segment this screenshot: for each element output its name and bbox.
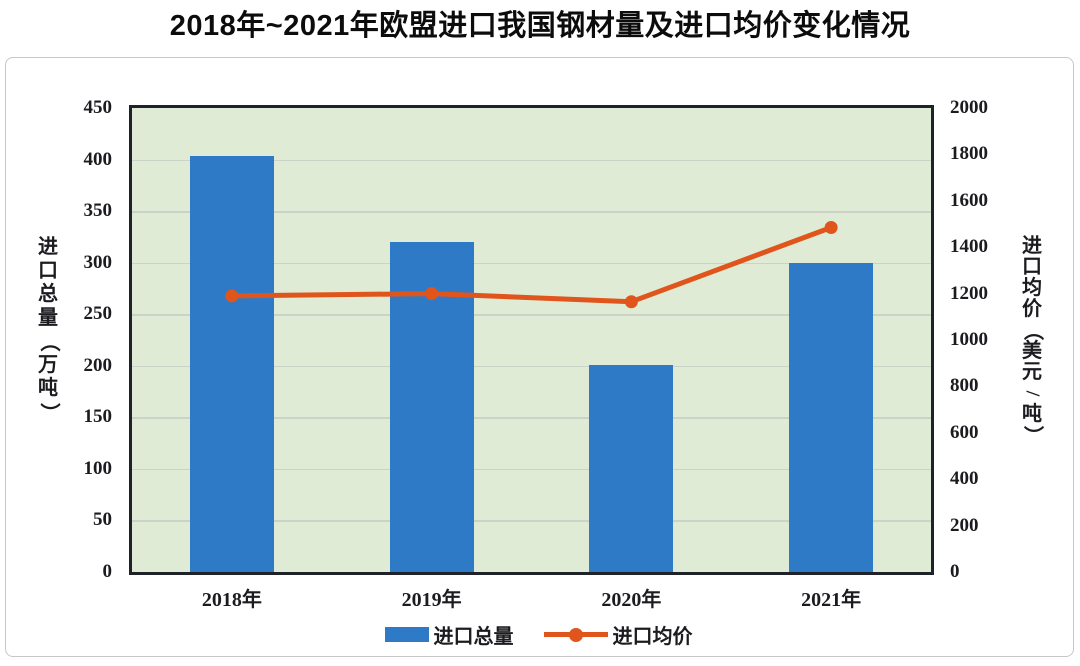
right-tick-1600: 1600 (950, 189, 988, 211)
right-tick-1800: 1800 (950, 143, 988, 165)
chart-title: 2018年~2021年欧盟进口我国钢材量及进口均价变化情况 (169, 10, 911, 42)
y-axis-title-left: 进口总量（万吨） (37, 236, 60, 423)
x-label-2019年: 2019年 (401, 589, 462, 611)
bar-2020年 (589, 364, 674, 572)
bar-2019年 (389, 242, 474, 572)
left-tick-350: 350 (83, 200, 113, 222)
gridline (132, 417, 931, 419)
left-tick-400: 400 (83, 148, 113, 170)
price-marker-icon (568, 627, 583, 642)
price-point-2020年 (624, 295, 638, 309)
gridline (132, 211, 931, 213)
right-tick-2000: 2000 (950, 97, 988, 118)
right-tick-1400: 1400 (950, 236, 988, 258)
gridline (132, 520, 931, 522)
bar-2021年 (789, 262, 874, 572)
left-tick-150: 150 (83, 406, 113, 428)
right-tick-0: 0 (950, 561, 960, 582)
left-tick-100: 100 (83, 457, 113, 479)
chart-legend: 进口总量 进口均价 (5, 620, 1072, 649)
volume-bar-swatch-icon (384, 627, 429, 642)
right-tick-400: 400 (950, 468, 979, 490)
legend-label-volume: 进口总量 (433, 626, 514, 648)
gridline (132, 159, 931, 162)
right-tick-1000: 1000 (950, 329, 988, 350)
price-line (231, 225, 832, 305)
right-tick-200: 200 (950, 514, 979, 536)
legend-item-price: 进口均价 (543, 620, 693, 649)
right-tick-800: 800 (950, 375, 979, 397)
price-point-2021年 (824, 220, 838, 234)
plot-area (132, 108, 931, 572)
y-axis-title-right: 进口均价（美元 / 吨） (1021, 235, 1044, 446)
left-tick-200: 200 (83, 354, 113, 376)
price-line-swatch-icon (543, 627, 608, 642)
x-label-2020年: 2020年 (601, 589, 662, 611)
legend-label-price: 进口均价 (612, 626, 693, 648)
x-label-2021年: 2021年 (801, 589, 862, 611)
bar-2018年 (189, 156, 274, 572)
left-tick-0: 0 (102, 561, 113, 582)
left-tick-250: 250 (83, 303, 113, 325)
gridline (132, 468, 931, 471)
right-tick-1200: 1200 (950, 282, 988, 304)
right-tick-600: 600 (950, 421, 979, 443)
legend-item-volume: 进口总量 (384, 620, 514, 649)
left-tick-300: 300 (83, 251, 113, 273)
left-tick-50: 50 (93, 509, 112, 531)
gridline (132, 365, 931, 368)
x-label-2018年: 2018年 (201, 589, 262, 611)
left-tick-450: 450 (83, 97, 113, 118)
gridline (132, 314, 931, 316)
